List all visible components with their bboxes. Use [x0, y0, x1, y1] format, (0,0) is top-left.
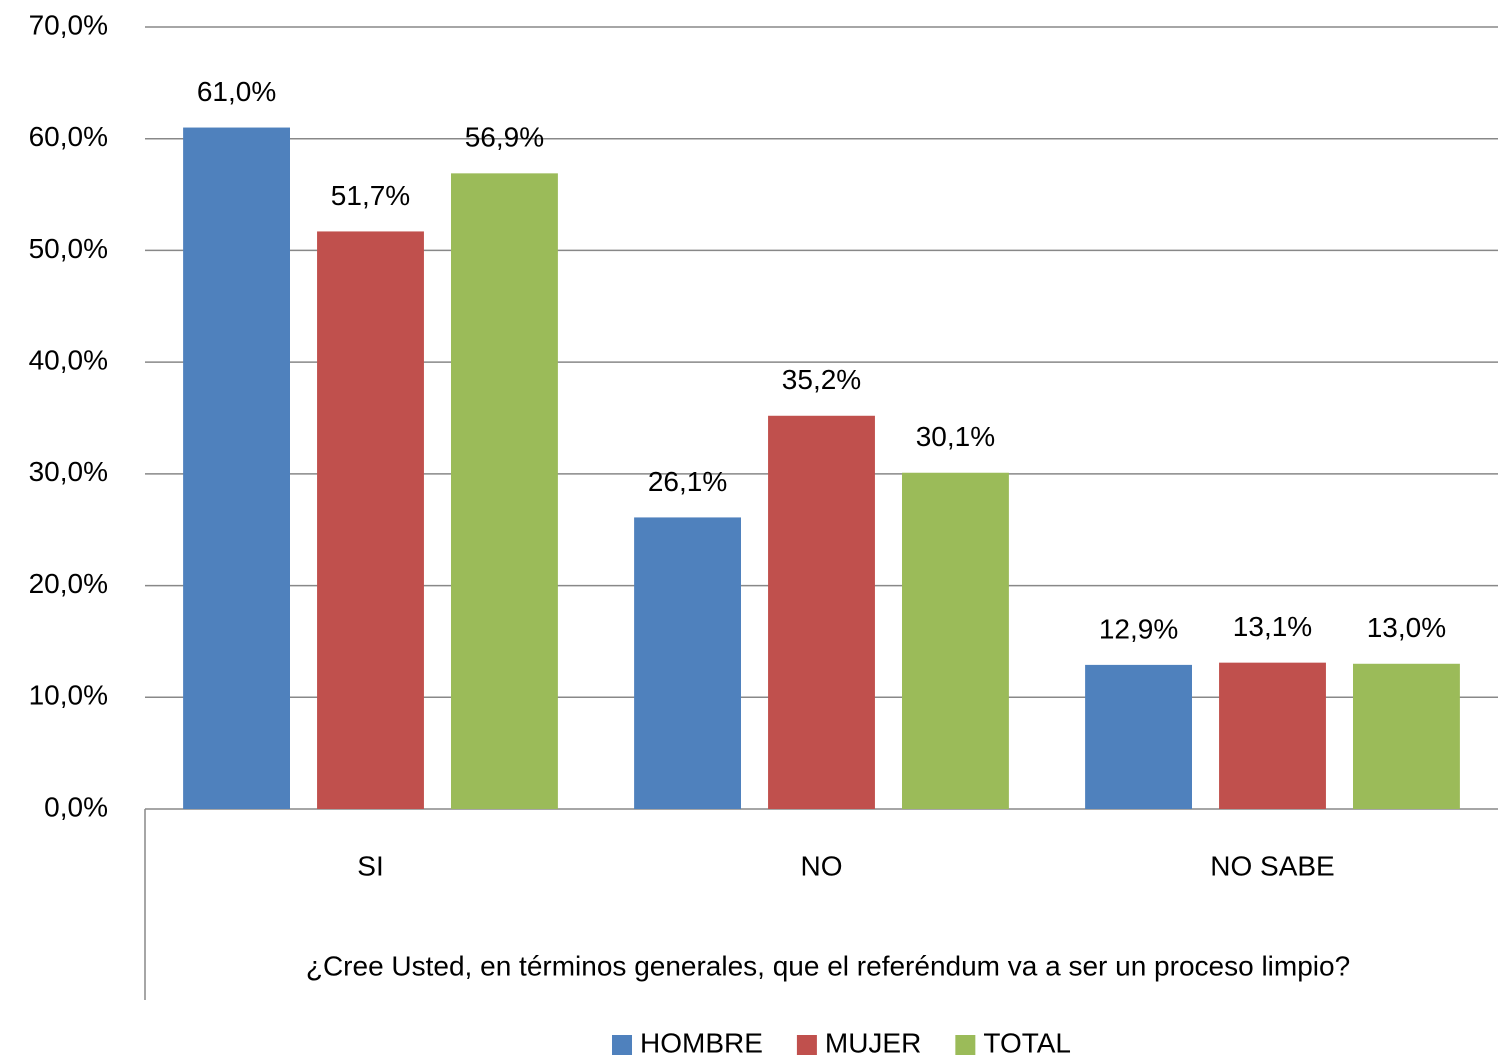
bar: [902, 472, 1009, 809]
x-tick-label: SI: [357, 850, 383, 881]
data-label: 13,1%: [1233, 611, 1312, 642]
data-label: 26,1%: [648, 466, 727, 497]
legend-label: HOMBRE: [640, 1027, 763, 1058]
y-tick-label: 50,0%: [29, 233, 108, 264]
y-tick-label: 0,0%: [44, 791, 108, 822]
y-tick-label: 70,0%: [29, 9, 108, 40]
data-label: 51,7%: [331, 180, 410, 211]
bar: [451, 173, 558, 810]
legend-swatch: [612, 1035, 633, 1055]
legend-label: TOTAL: [983, 1027, 1071, 1058]
bar: [317, 231, 424, 810]
y-tick-label: 10,0%: [29, 680, 108, 711]
bar: [183, 127, 290, 810]
legend-label: MUJER: [825, 1027, 921, 1058]
data-label: 35,2%: [782, 364, 861, 395]
x-tick-label: NO SABE: [1210, 850, 1334, 881]
data-label: 13,0%: [1367, 612, 1446, 643]
data-label: 30,1%: [916, 421, 995, 452]
data-label: 12,9%: [1099, 613, 1178, 644]
data-label: 61,0%: [197, 76, 276, 107]
y-tick-label: 30,0%: [29, 456, 108, 487]
x-axis-title: ¿Cree Usted, en términos generales, que …: [306, 950, 1350, 981]
bar: [634, 517, 741, 809]
y-tick-label: 20,0%: [29, 568, 108, 599]
data-label: 56,9%: [465, 122, 544, 153]
bar: [768, 415, 875, 809]
y-tick-label: 60,0%: [29, 121, 108, 152]
bar: [1353, 663, 1460, 809]
x-tick-label: NO: [801, 850, 843, 881]
bar: [1085, 664, 1192, 809]
bar: [1219, 662, 1326, 809]
legend-swatch: [955, 1035, 976, 1055]
legend-swatch: [796, 1035, 817, 1055]
y-tick-label: 40,0%: [29, 345, 108, 376]
